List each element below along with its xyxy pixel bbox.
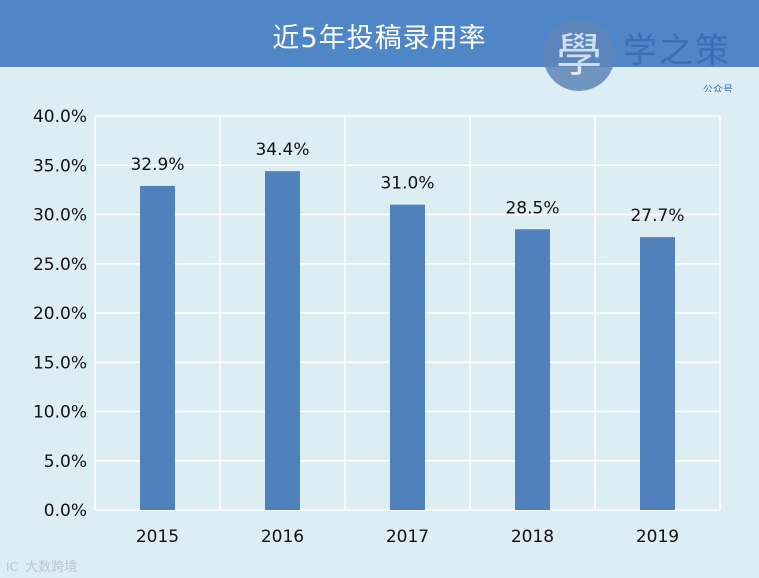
y-tick-label: 5.0% [44, 452, 87, 472]
chart-title: 近5年投稿录用率 [272, 23, 487, 54]
x-tick-label: 2016 [261, 527, 304, 547]
data-label: 34.4% [255, 140, 309, 160]
y-tick-label: 15.0% [33, 353, 87, 373]
y-tick-label: 35.0% [33, 156, 87, 176]
x-tick-label: 2018 [511, 527, 554, 547]
logo-emblem: 學 [543, 19, 615, 91]
x-tick-label: 2015 [136, 527, 179, 547]
chart-area: 0.0% 5.0% 10.0% 15.0% 20.0% 25.0% 30.0% 35.0% 40… [17, 92, 739, 560]
data-label: 28.5% [505, 198, 559, 218]
bar [265, 171, 300, 510]
x-tick-label: 2017 [386, 527, 429, 547]
logo-subtitle: 公众号 [703, 85, 733, 96]
data-label: 27.7% [630, 206, 684, 226]
logo-name: 学之策 [623, 31, 731, 71]
bar [140, 185, 175, 510]
y-tick-label: 25.0% [33, 255, 87, 275]
watermark-text: 大数跨境 [25, 560, 78, 575]
y-tick-label: 10.0% [33, 403, 87, 423]
brand-logo: 學 学之策 公众号 [543, 19, 743, 99]
x-tick-label: 2019 [636, 527, 679, 547]
y-tick-label: 0.0% [44, 501, 87, 521]
bar-chart: 0.0% 5.0% 10.0% 15.0% 20.0% 25.0% 30.0% 35.0% 40… [33, 107, 721, 547]
bar [390, 204, 425, 510]
y-tick-label: 40.0% [33, 107, 87, 127]
camera-icon: IC [6, 560, 18, 574]
title-bar: 近5年投稿录用率 [0, 0, 759, 67]
bar [640, 237, 675, 510]
data-label: 32.9% [130, 155, 184, 175]
data-label: 31.0% [380, 174, 434, 194]
y-tick-label: 20.0% [33, 304, 87, 324]
watermark: IC 大数跨境 [6, 556, 78, 575]
bar [515, 229, 550, 510]
y-tick-label: 30.0% [33, 206, 87, 226]
